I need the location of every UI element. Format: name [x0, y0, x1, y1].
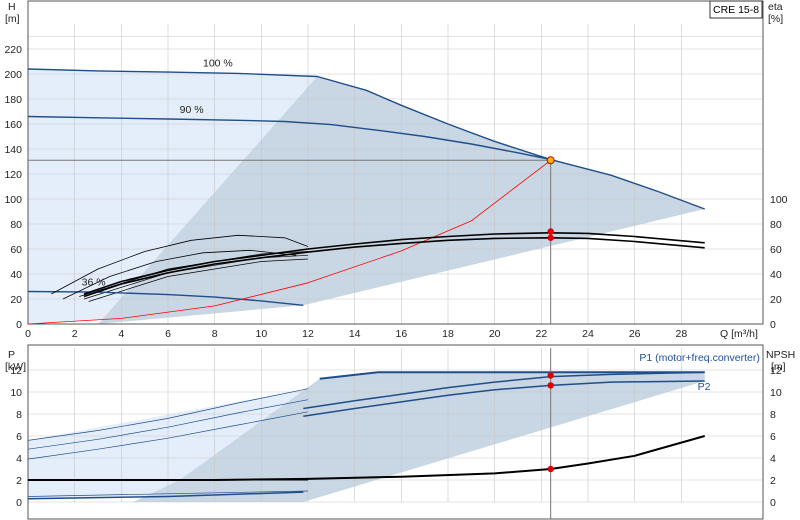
- y-left-tick-label: 20: [10, 294, 22, 306]
- duty-point-power-marker: [547, 372, 554, 379]
- eta-fan-line: [83, 254, 309, 300]
- y-left-axis-unit: [m]: [5, 13, 20, 25]
- y-right-tick-label: 80: [770, 219, 782, 231]
- x-tick-label: 6: [165, 328, 171, 340]
- x-tick-label: 16: [395, 328, 407, 340]
- bottom-plot-frame: [27, 344, 764, 520]
- y-left-tick-label: 60: [10, 244, 22, 256]
- npsh-axis-label: NPSH: [766, 349, 795, 361]
- x-tick-label: 0: [25, 328, 31, 340]
- power-annotation: P1 (motor+freq.converter): [639, 352, 760, 364]
- y-left-tick-label: 40: [10, 269, 22, 281]
- series-line-36-: [27, 290, 304, 306]
- p-tick-label: 10: [10, 387, 22, 399]
- power-range-dark: [133, 372, 705, 502]
- y-left-tick-label: 200: [4, 69, 22, 81]
- p-tick-label: 12: [10, 365, 22, 377]
- p-tick-label: 2: [16, 475, 22, 487]
- y-right-tick-label: 0: [770, 319, 776, 331]
- x-tick-label: 2: [72, 328, 78, 340]
- x-tick-label: 28: [675, 328, 687, 340]
- power-series-p-low-36: [27, 491, 304, 500]
- power-thin-line: [27, 399, 309, 450]
- npsh-tick-label: 2: [770, 475, 776, 487]
- x-tick-label: 24: [582, 328, 594, 340]
- series-line-system-curve: [27, 159, 551, 325]
- x-axis-label: Q [m³/h]: [720, 328, 758, 340]
- series-line-90-: [27, 115, 551, 161]
- duty-point-eta-marker: [547, 228, 554, 235]
- y-left-tick-label: 120: [4, 169, 22, 181]
- model-label-box: [709, 0, 763, 19]
- duty-point-eta-marker: [547, 234, 554, 241]
- y-right-tick-label: 20: [770, 294, 782, 306]
- p-tick-label: 6: [16, 431, 22, 443]
- y-left-tick-label: 140: [4, 144, 22, 156]
- x-tick-label: 20: [489, 328, 501, 340]
- curve-annotation: 100 %: [203, 58, 233, 70]
- y-right-tick-label: 60: [770, 244, 782, 256]
- y-right-axis-label: eta: [768, 1, 783, 13]
- model-label: CRE 15-8: [713, 4, 759, 16]
- series-line-eta-lower: [83, 237, 705, 298]
- y-left-tick-label: 160: [4, 119, 22, 131]
- power-thin-line: [27, 490, 309, 497]
- series-line-eta-36-b: [62, 249, 297, 300]
- power-npsh-panel: 0 2 4 6 8 10 12 0 2 4 6 8 10 12 P[kW] NPSH[m] P1 (motor+…: [5, 344, 795, 520]
- y-left-tick-label: 220: [4, 44, 22, 56]
- head-efficiency-panel: 0204060801001201401601802002200204060801…: [4, 0, 788, 340]
- x-tick-label: 22: [535, 328, 547, 340]
- y-left-tick-label: 180: [4, 94, 22, 106]
- x-tick-label: 18: [442, 328, 454, 340]
- power-series-p2: [303, 380, 705, 417]
- p-tick-label: 8: [16, 409, 22, 421]
- x-tick-label: 10: [255, 328, 267, 340]
- p-tick-label: 4: [16, 453, 22, 465]
- npsh-tick-label: 10: [770, 387, 782, 399]
- power-series-p-max: [319, 371, 705, 380]
- x-tick-label: 8: [212, 328, 218, 340]
- duty-point-marker: [546, 156, 555, 165]
- y-right-axis-unit: [%]: [768, 13, 783, 25]
- curve-annotation: 36 %: [82, 276, 106, 288]
- power-thin-line: [27, 388, 309, 441]
- y-left-tick-label: 80: [10, 219, 22, 231]
- y-left-tick-label: 0: [16, 319, 22, 331]
- npsh-tick-label: 0: [770, 497, 776, 509]
- x-tick-label: 4: [118, 328, 124, 340]
- power-series-p1-motor-freq-converter-: [303, 371, 705, 410]
- npsh-tick-label: 12: [770, 365, 782, 377]
- power-thin-line: [27, 411, 309, 460]
- npsh-tick-label: 8: [770, 409, 776, 421]
- npsh-tick-label: 4: [770, 453, 776, 465]
- series-line-100-: [27, 68, 705, 210]
- duty-point-power-marker: [547, 382, 554, 389]
- y-right-tick-label: 100: [770, 194, 788, 206]
- y-right-tick-label: 40: [770, 269, 782, 281]
- series-line-eta-upper: [83, 232, 705, 295]
- duty-point-power-marker: [547, 465, 554, 473]
- p-tick-label: 0: [16, 497, 22, 509]
- y-left-tick-label: 100: [4, 194, 22, 206]
- p-axis-label: P: [8, 349, 15, 361]
- eta-fan-line: [88, 258, 309, 302]
- x-tick-label: 12: [302, 328, 314, 340]
- npsh-tick-label: 6: [770, 431, 776, 443]
- top-plot-frame: [27, 0, 764, 325]
- curve-annotation: 90 %: [180, 104, 204, 116]
- p-axis-unit: [kW]: [5, 361, 26, 373]
- y-left-axis-label: H: [8, 1, 16, 13]
- power-annotation: P2: [698, 381, 711, 393]
- x-tick-label: 26: [629, 328, 641, 340]
- x-tick-label: 14: [349, 328, 361, 340]
- npsh-axis-unit: [m]: [771, 361, 786, 373]
- series-line-eta-36-a: [51, 234, 309, 295]
